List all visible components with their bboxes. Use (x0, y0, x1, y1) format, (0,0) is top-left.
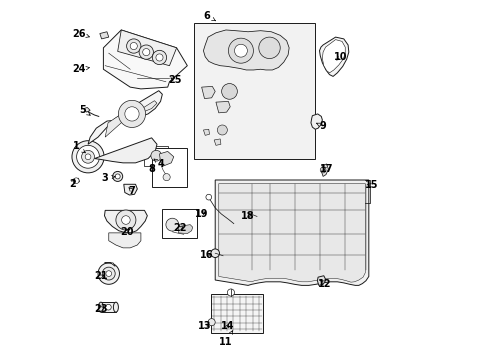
Polygon shape (203, 129, 209, 135)
Circle shape (227, 289, 234, 296)
Circle shape (77, 145, 99, 168)
Polygon shape (104, 263, 115, 266)
Circle shape (163, 174, 170, 181)
Circle shape (210, 249, 219, 257)
Polygon shape (310, 114, 322, 129)
Polygon shape (319, 37, 348, 76)
Text: 8: 8 (148, 164, 155, 174)
Text: 17: 17 (319, 164, 333, 174)
Text: 23: 23 (94, 303, 107, 314)
Polygon shape (203, 30, 288, 70)
Polygon shape (218, 184, 365, 282)
Circle shape (116, 210, 136, 230)
Text: 6: 6 (203, 11, 215, 21)
Polygon shape (317, 276, 325, 285)
Circle shape (126, 39, 141, 53)
Circle shape (112, 171, 122, 181)
Polygon shape (88, 91, 162, 144)
Polygon shape (103, 30, 187, 89)
Text: 9: 9 (316, 121, 326, 131)
Circle shape (85, 154, 91, 159)
Circle shape (106, 271, 111, 276)
Text: 2: 2 (69, 179, 76, 189)
Text: 10: 10 (333, 52, 347, 62)
Text: 11: 11 (219, 331, 232, 347)
Text: 25: 25 (168, 75, 181, 85)
Polygon shape (216, 102, 230, 113)
Polygon shape (159, 152, 173, 166)
Text: 24: 24 (73, 64, 89, 74)
Circle shape (156, 54, 163, 61)
Circle shape (81, 150, 94, 163)
Circle shape (217, 125, 227, 135)
Circle shape (122, 216, 130, 224)
Circle shape (142, 49, 149, 56)
Polygon shape (214, 139, 221, 145)
Text: 20: 20 (120, 227, 133, 237)
Circle shape (124, 107, 139, 121)
Bar (151, 148, 187, 187)
Text: 13: 13 (197, 321, 211, 332)
Ellipse shape (98, 302, 103, 312)
Bar (210, 294, 263, 333)
Bar (162, 209, 197, 238)
Circle shape (98, 263, 119, 284)
Polygon shape (105, 101, 157, 137)
Text: 18: 18 (241, 211, 254, 221)
Circle shape (165, 218, 179, 231)
Text: 7: 7 (128, 186, 135, 196)
Circle shape (228, 38, 253, 63)
Polygon shape (100, 32, 108, 39)
Text: 16: 16 (200, 250, 213, 260)
Polygon shape (178, 225, 192, 234)
Circle shape (152, 50, 166, 64)
Text: 21: 21 (94, 271, 107, 282)
Text: 1: 1 (73, 141, 85, 153)
Text: 12: 12 (318, 279, 331, 289)
Text: 4: 4 (154, 159, 163, 169)
Circle shape (139, 45, 153, 59)
Polygon shape (123, 184, 137, 195)
Polygon shape (118, 30, 176, 66)
Circle shape (221, 84, 237, 99)
Circle shape (151, 150, 162, 161)
Polygon shape (108, 233, 141, 248)
Text: 14: 14 (220, 321, 234, 332)
Text: 5: 5 (80, 105, 90, 115)
Circle shape (72, 141, 104, 173)
Text: 19: 19 (195, 209, 208, 219)
Text: 22: 22 (173, 223, 186, 233)
Polygon shape (215, 180, 368, 285)
Polygon shape (321, 164, 328, 176)
Text: 15: 15 (364, 180, 377, 190)
Polygon shape (83, 108, 90, 112)
Text: 3: 3 (102, 173, 115, 183)
Ellipse shape (113, 302, 118, 312)
Bar (144, 146, 167, 166)
Circle shape (258, 37, 280, 59)
Circle shape (234, 44, 247, 57)
Bar (193, 23, 315, 158)
Polygon shape (104, 210, 147, 233)
Circle shape (102, 267, 115, 280)
Circle shape (205, 194, 211, 200)
Bar (101, 302, 116, 312)
Circle shape (115, 174, 120, 179)
Circle shape (207, 319, 215, 326)
Polygon shape (322, 40, 345, 73)
Circle shape (320, 167, 325, 173)
Circle shape (105, 304, 111, 310)
Circle shape (73, 178, 79, 184)
Circle shape (118, 100, 145, 127)
Polygon shape (201, 86, 215, 99)
Text: 26: 26 (73, 28, 89, 39)
Polygon shape (94, 138, 157, 163)
Circle shape (130, 42, 137, 50)
Polygon shape (73, 178, 80, 183)
